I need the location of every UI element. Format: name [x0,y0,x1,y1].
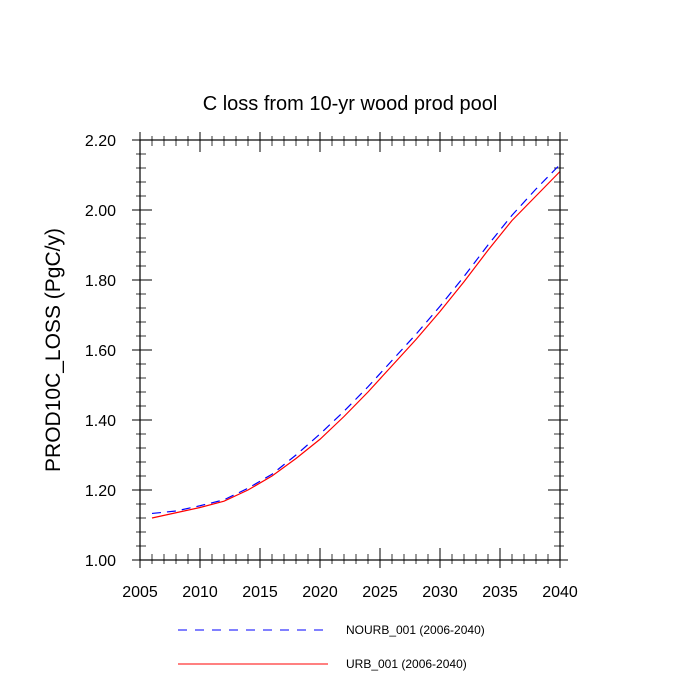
y-tick-labels: 1.00 1.20 1.40 1.60 1.80 2.00 2.20 [85,133,116,570]
y-axis-label: PROD10C_LOSS (PgC/y) [42,228,65,472]
legend: NOURB_001 (2006-2040) URB_001 (2006-2040… [178,623,485,671]
y-tick-label: 2.20 [85,133,116,150]
y-tick-label: 1.40 [85,413,116,430]
plot-frame [139,139,561,561]
y-tick-label: 1.20 [85,483,116,500]
series-line-0 [151,164,561,515]
x-tick-label: 2005 [122,584,158,601]
series-layer [151,164,561,519]
legend-label-nourb: NOURB_001 (2006-2040) [346,623,485,637]
x-tick-label: 2025 [362,584,398,601]
legend-label-urb: URB_001 (2006-2040) [346,657,467,671]
y-tick-label: 1.60 [85,343,116,360]
y-tick-label: 2.00 [85,203,116,220]
chart-title: C loss from 10-yr wood prod pool [203,93,498,115]
x-tick-label: 2020 [302,584,338,601]
axis-ticks [132,132,568,568]
x-tick-label: 2035 [482,584,518,601]
x-tick-label: 2015 [242,584,278,601]
y-tick-label: 1.00 [85,553,116,570]
x-tick-label: 2040 [542,584,578,601]
series-line-1 [151,171,561,519]
x-tick-label: 2010 [182,584,218,601]
x-tick-labels: 2005 2010 2015 2020 2025 2030 2035 2040 [122,584,578,601]
x-tick-label: 2030 [422,584,458,601]
y-tick-label: 1.80 [85,273,116,290]
